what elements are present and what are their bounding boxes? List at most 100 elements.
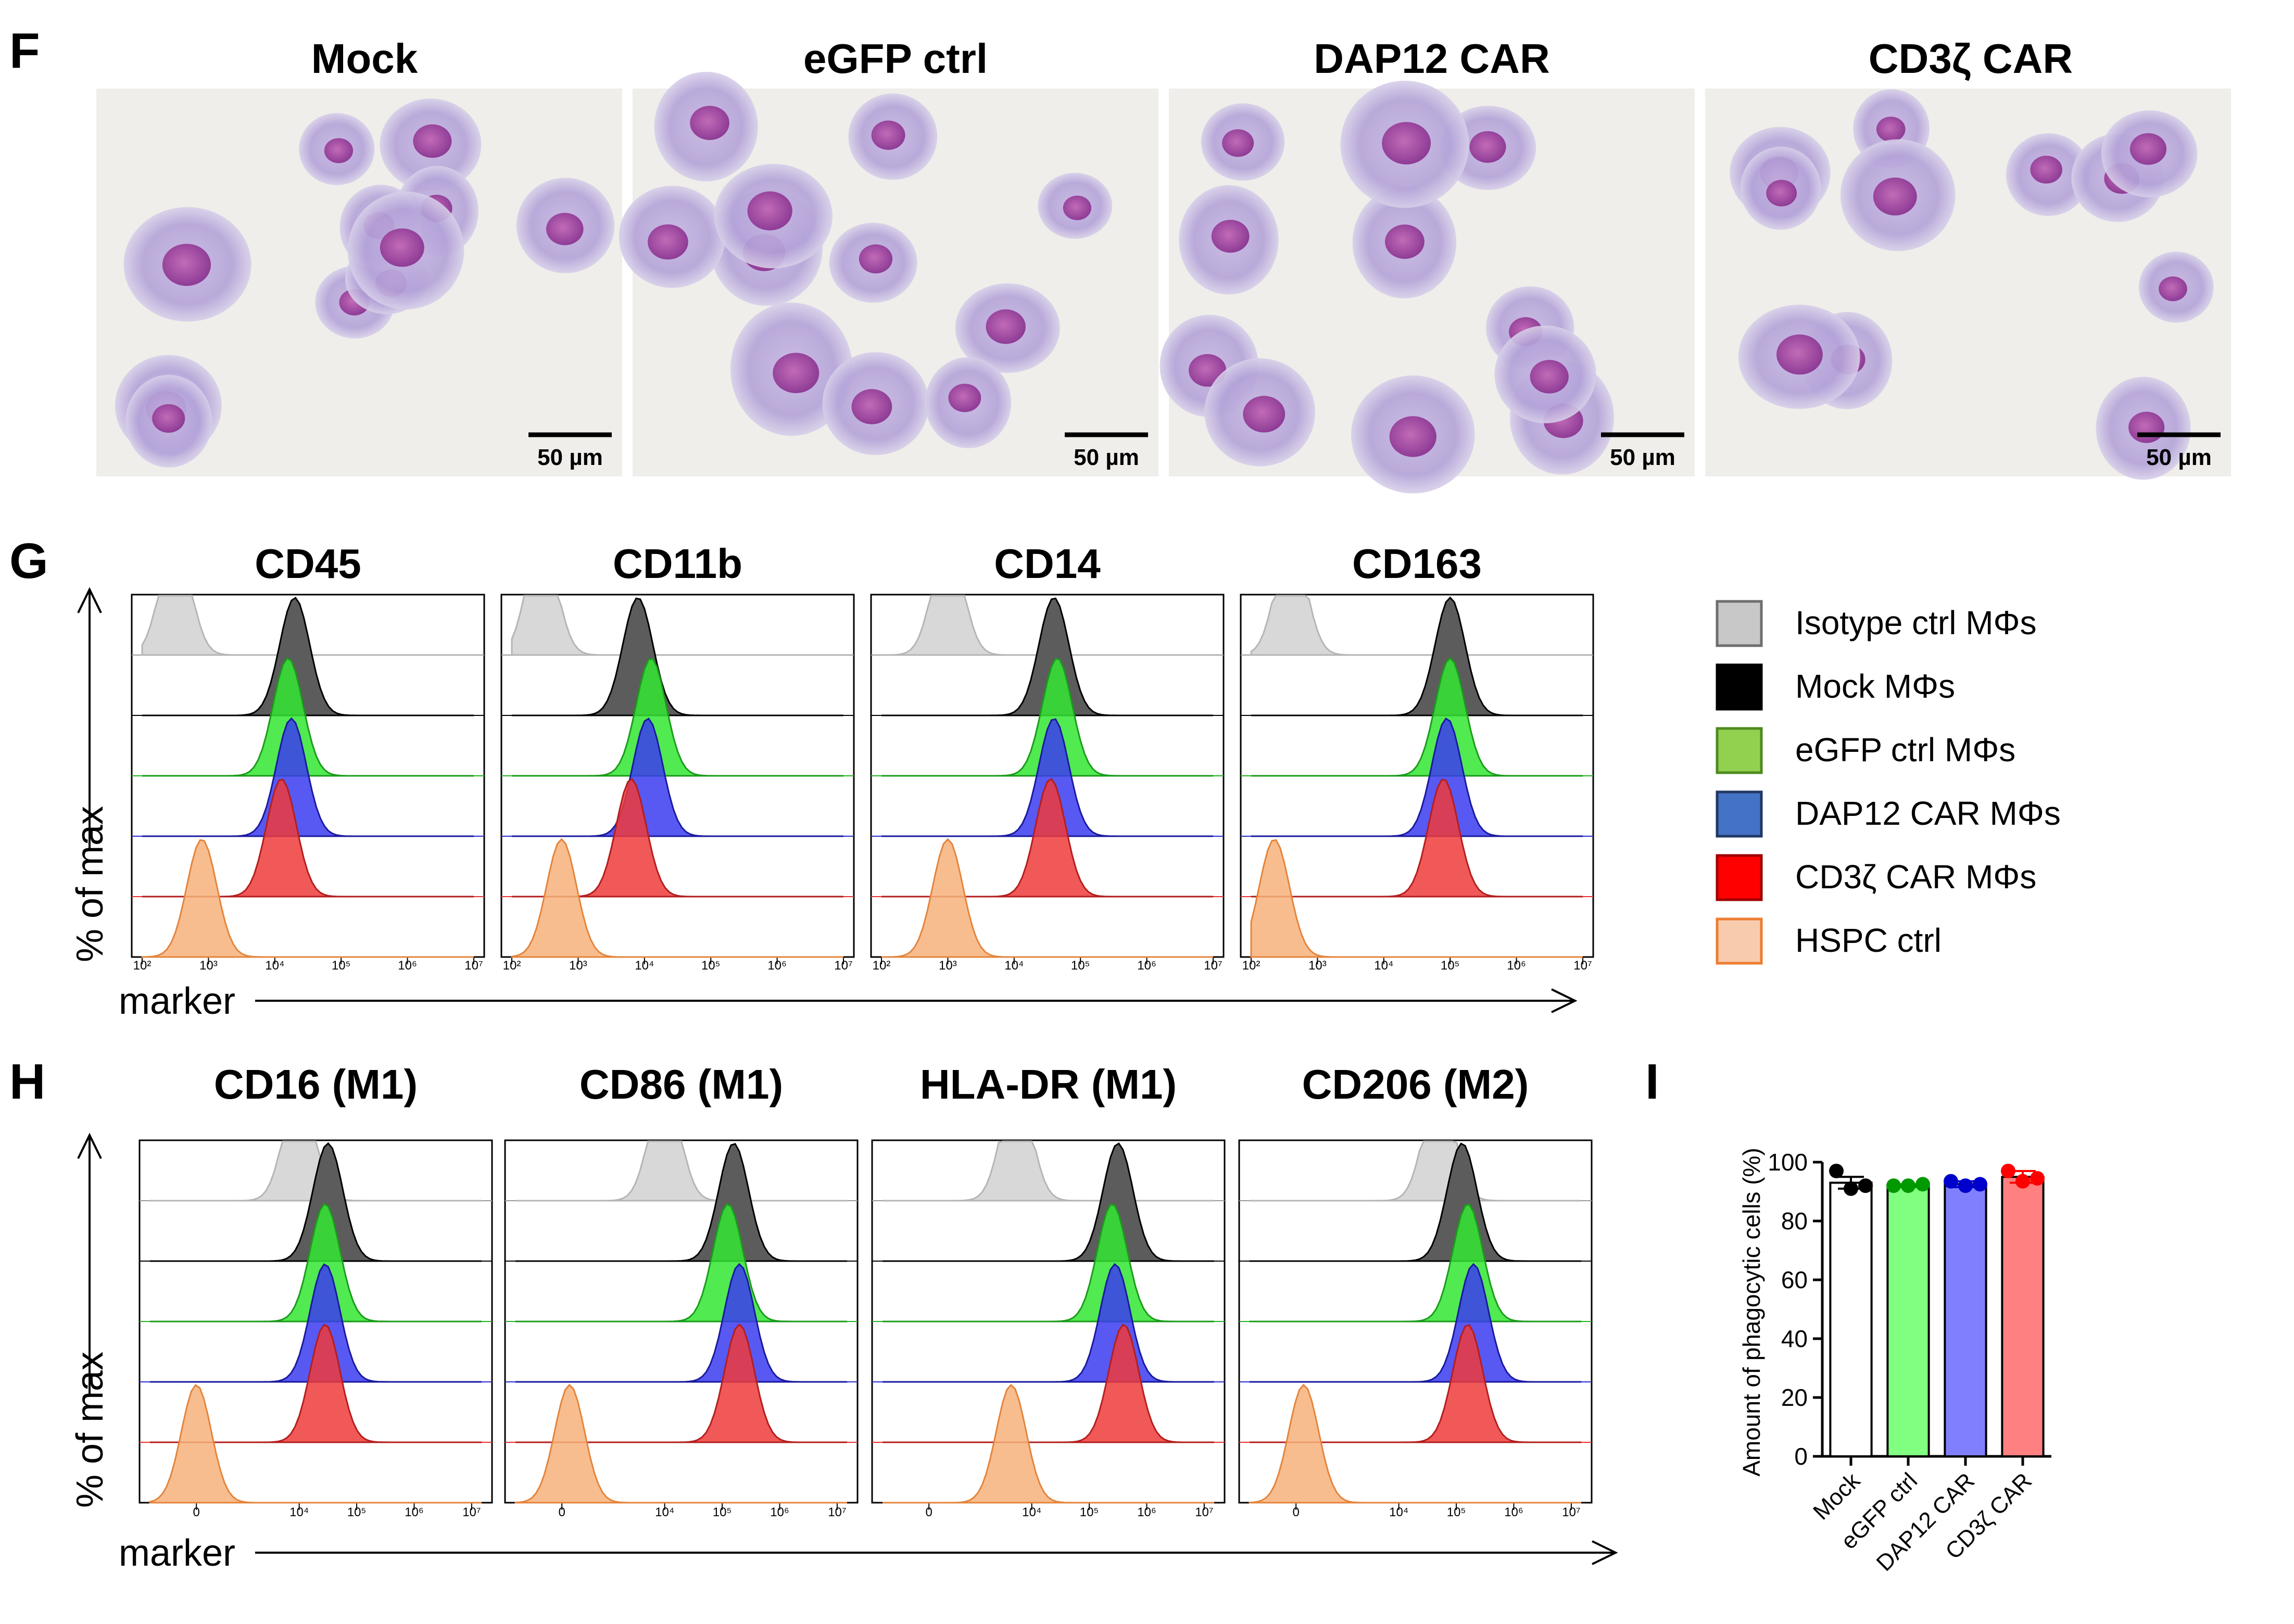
axis-tick-label: 10⁴: [265, 959, 284, 973]
panel-g-letter: G: [9, 533, 48, 589]
histogram-peak: [881, 658, 1213, 777]
axis-tick-label: 10⁵: [701, 959, 721, 973]
data-point: [1829, 1163, 1844, 1178]
data-point: [1886, 1178, 1901, 1193]
axis-tick-label: 10⁷: [828, 1505, 846, 1519]
histogram-peak: [1250, 595, 1583, 656]
axis-tick-label: 10²: [873, 959, 891, 973]
y-axis-arrowhead: [77, 587, 102, 613]
histogram-title: CD14: [994, 540, 1101, 587]
axis-tick-label: 10⁵: [1071, 959, 1090, 973]
y-tick-label: 20: [1781, 1384, 1808, 1411]
histogram-3: CD14 10² 10³ 10⁴ 10⁵ 10⁶ 10⁷: [870, 540, 1225, 973]
data-point: [1844, 1181, 1858, 1196]
histogram-title: CD11b: [613, 540, 742, 587]
axis-tick-label: 10⁵: [713, 1505, 732, 1519]
nucleus: [1211, 220, 1250, 253]
data-point: [1973, 1177, 1987, 1192]
histogram-title: CD86 (M1): [579, 1061, 783, 1107]
nucleus: [546, 212, 584, 245]
histogram-peak: [883, 1140, 1214, 1202]
nucleus: [773, 353, 820, 394]
axis-tick-label: 10³: [199, 959, 218, 973]
legend-swatch: [1716, 790, 1763, 838]
histogram-peak: [514, 1383, 847, 1504]
axis-tick-label: 10⁴: [1022, 1505, 1041, 1519]
y-axis-label: Amount of phagocytic cells (%): [1738, 1148, 1765, 1477]
histogram-peak: [881, 597, 1213, 716]
micrograph-2: eGFP ctrl 50 µm: [619, 35, 1158, 476]
axis-tick-label: 10⁴: [655, 1505, 674, 1519]
nucleus: [1873, 178, 1917, 216]
legend-label: Mock MΦs: [1795, 668, 1955, 705]
histogram-peak: [883, 1142, 1214, 1262]
histogram-peak: [142, 657, 474, 777]
histogram-peak: [150, 1142, 482, 1262]
histogram-peak: [515, 1143, 847, 1262]
axis-tick-label: 10⁴: [1389, 1505, 1408, 1519]
nucleus: [2030, 156, 2062, 184]
panel-h-letter: H: [9, 1054, 45, 1110]
histogram-2: CD11b 10² 10³ 10⁴ 10⁵ 10⁶ 10⁷: [500, 540, 855, 973]
histogram-peak: [515, 1203, 847, 1323]
data-point: [2030, 1171, 2045, 1186]
legend: Isotype ctrl MΦs Mock MΦs eGFP ctrl MΦs DAP…: [1716, 600, 2061, 965]
axis-tick-label: 10⁵: [1447, 1505, 1466, 1519]
legend-swatch: [1716, 600, 1763, 647]
data-point: [2015, 1174, 2030, 1189]
legend-item-3: eGFP ctrl MΦs: [1716, 727, 2015, 774]
histogram-peak: [1251, 717, 1583, 837]
legend-label: Isotype ctrl MΦs: [1795, 604, 2037, 641]
histogram-peak: [150, 1203, 482, 1323]
y-axis-label: % of max: [69, 1352, 111, 1508]
data-point: [1858, 1178, 1873, 1193]
nucleus: [1469, 131, 1506, 163]
nucleus: [1382, 122, 1431, 165]
micrograph-title: eGFP ctrl: [803, 35, 988, 82]
histogram-peak: [515, 1263, 847, 1383]
axis-tick-label: 10⁶: [1137, 1505, 1156, 1519]
nucleus: [413, 124, 452, 158]
histogram-peak: [150, 1263, 482, 1383]
histogram-title: HLA-DR (M1): [920, 1061, 1177, 1107]
axis-tick-label: 10⁷: [1562, 1505, 1580, 1519]
nucleus: [1530, 360, 1569, 394]
axis-tick-label: 10⁷: [1195, 1505, 1213, 1519]
nucleus: [1385, 224, 1425, 259]
legend-label: HSPC ctrl: [1795, 922, 1942, 959]
axis-tick-label: 0: [926, 1505, 932, 1519]
histogram-peak: [883, 1324, 1214, 1443]
axis-tick-label: 10⁴: [289, 1505, 309, 1519]
x-axis-arrowhead: [1551, 988, 1578, 1013]
nucleus: [859, 244, 893, 274]
micrograph-title: DAP12 CAR: [1314, 35, 1549, 82]
data-point: [2001, 1163, 2015, 1178]
histogram-4: CD206 (M2) 0 10⁴ 10⁵ 10⁶ 10⁷: [1238, 1061, 1593, 1519]
legend-item-5: CD3ζ CAR MΦs: [1716, 854, 2036, 901]
y-tick-label: 60: [1781, 1266, 1808, 1293]
histogram-peak: [1251, 657, 1583, 777]
cell-cluster: [1730, 89, 2214, 480]
axis-tick-label: 10⁴: [1374, 959, 1393, 973]
histogram-title: CD45: [255, 540, 361, 587]
histogram-peak: [141, 839, 474, 958]
legend-swatch: [1716, 663, 1763, 711]
legend-item-2: Mock MΦs: [1716, 663, 1955, 711]
axis-tick-label: 10²: [133, 959, 152, 973]
histogram-peak: [512, 717, 843, 837]
histogram-peak: [883, 1383, 1214, 1504]
micrograph-1: Mock 50 µm: [96, 35, 622, 476]
axis-tick-label: 10³: [569, 959, 587, 973]
legend-label: eGFP ctrl MΦs: [1795, 731, 2015, 769]
histogram-peak: [1250, 1140, 1581, 1202]
histogram-peak: [1250, 1203, 1581, 1323]
y-axis-arrowhead: [77, 1132, 102, 1159]
axis-tick-label: 0: [1293, 1505, 1300, 1519]
histogram-peak: [1249, 1383, 1581, 1504]
histogram-peak: [149, 1384, 482, 1504]
histogram-peak: [511, 595, 843, 656]
nucleus: [871, 120, 905, 150]
nucleus: [851, 389, 892, 424]
histogram-peak: [1250, 839, 1583, 958]
